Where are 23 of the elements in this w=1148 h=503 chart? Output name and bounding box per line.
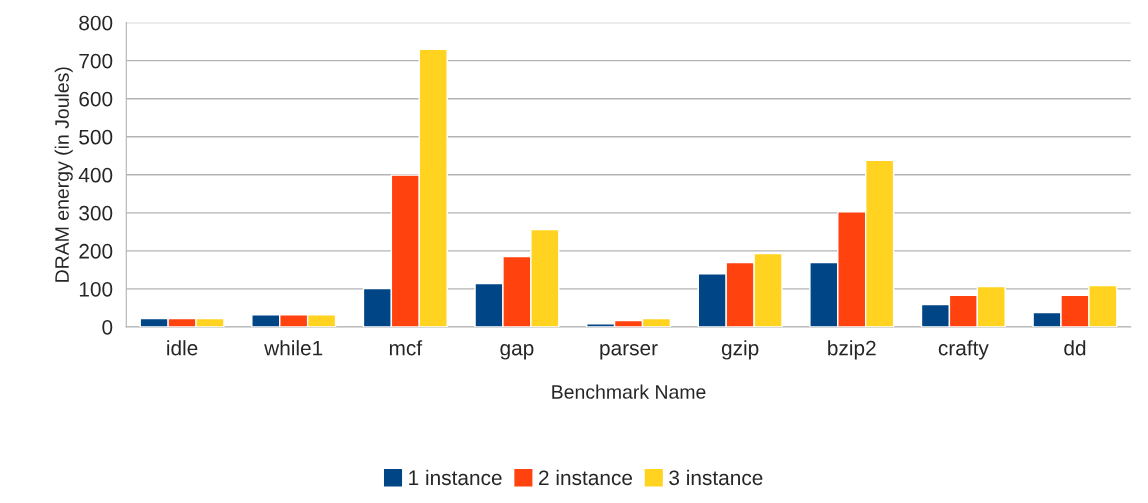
y-tick-label: 800 — [79, 15, 113, 31]
legend-label: 1 instance — [409, 469, 502, 486]
y-tick-label: 400 — [78, 167, 113, 183]
x-tick-label: gap — [500, 344, 534, 360]
y-tick-label: 0 — [102, 319, 113, 335]
x-tick-label: dd — [1064, 340, 1086, 356]
x-tick-label: parser — [600, 344, 658, 360]
y-tick-label: 100 — [79, 281, 113, 297]
y-tick-label: 300 — [79, 205, 113, 221]
y-tick-label: 500 — [79, 129, 113, 145]
x-tick-label: bzip2 — [828, 340, 876, 360]
x-tick-label: while1 — [264, 340, 323, 356]
x-tick-label: idle — [167, 340, 198, 356]
x-tick-label: crafty — [938, 340, 989, 360]
y-axis-title: DRAM energy (in Joules) — [54, 67, 73, 282]
y-tick-label: 600 — [79, 91, 113, 107]
y-tick-label: 200 — [79, 243, 113, 259]
x-tick-label: gzip — [721, 340, 759, 360]
x-axis-title: Benchmark Name — [552, 384, 706, 399]
legend-label: 3 instance — [669, 469, 763, 486]
legend-label: 2 instance — [539, 469, 633, 486]
x-tick-label: mcf — [389, 340, 423, 356]
y-tick-label: 700 — [79, 53, 113, 69]
